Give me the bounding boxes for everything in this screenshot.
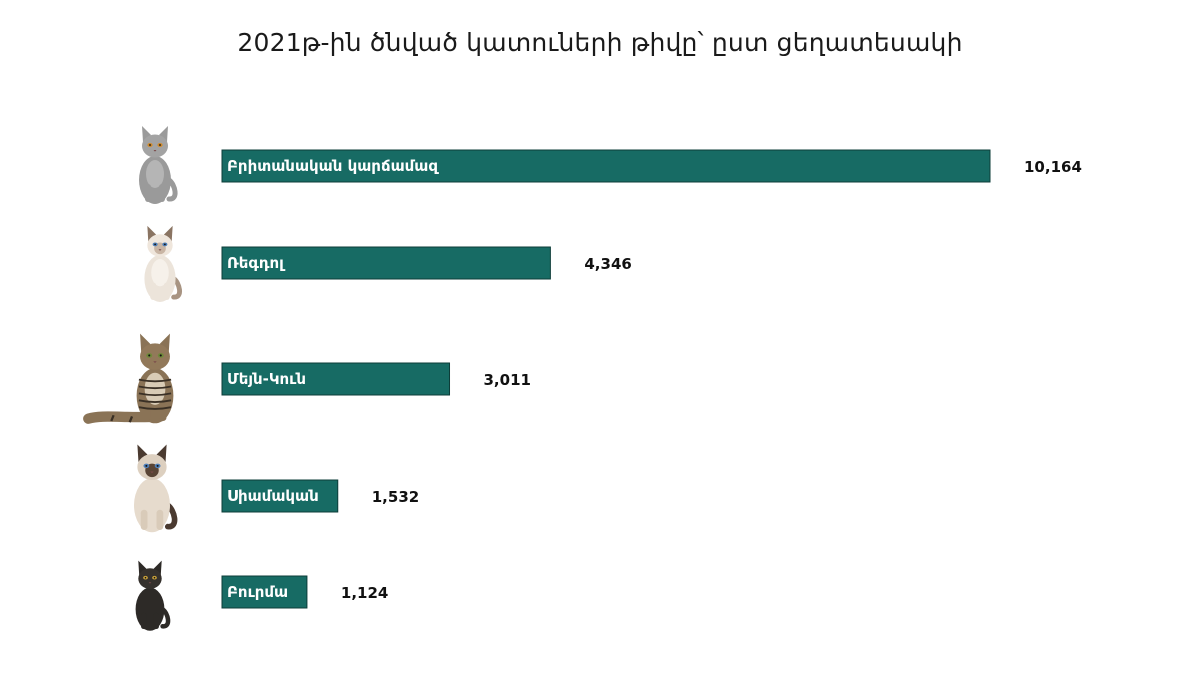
maine-coon-cat-icon	[83, 333, 174, 424]
siamese-cat-icon	[134, 444, 178, 533]
category-label: Բուրմա	[227, 583, 288, 601]
bar-1	[221, 149, 991, 183]
value-label: 3,011	[484, 371, 531, 389]
category-label: Մեյն-Կուն	[227, 370, 306, 388]
burmese-cat-icon	[135, 560, 171, 631]
value-label: 10,164	[1024, 158, 1082, 176]
cat-illustrations	[83, 126, 182, 631]
ragdoll-cat-icon	[144, 225, 182, 302]
category-label: Ռեգդոլ	[227, 254, 286, 272]
bar-2	[221, 246, 551, 280]
category-label: Սիամական	[227, 487, 319, 505]
value-label: 1,124	[341, 584, 388, 602]
category-label: Բրիտանական կարճամազ	[227, 157, 439, 175]
british-shorthair-cat-icon	[139, 126, 178, 204]
chart-title: 2021թ-ին ծնված կատուների թիվը՝ ըստ ցեղատ…	[237, 28, 963, 57]
value-label: 1,532	[372, 488, 419, 506]
bar-5	[221, 575, 308, 609]
bar-4	[221, 479, 339, 513]
bars-group: Բրիտանական կարճամազ 10,164 Ռեգդոլ 4,346 Մեյն…	[221, 149, 1082, 609]
value-label: 4,346	[584, 255, 631, 273]
bar-3	[221, 362, 451, 396]
